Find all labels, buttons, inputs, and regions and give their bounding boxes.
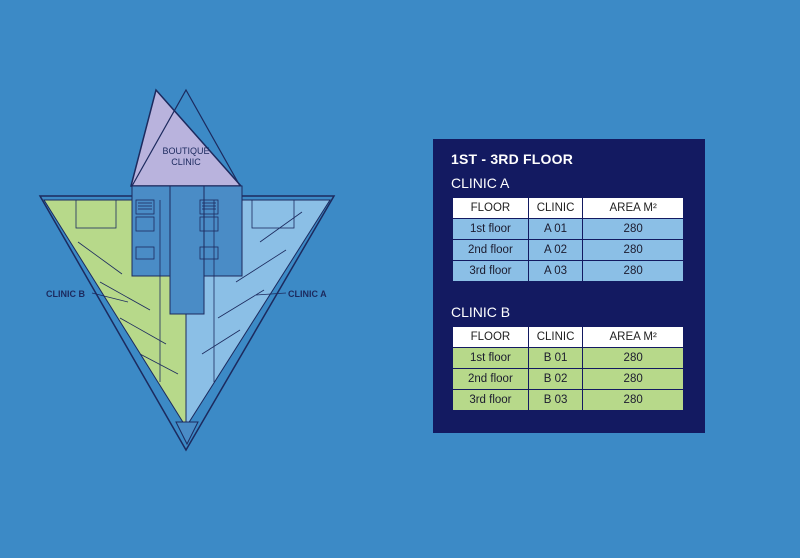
floor-cell: 2nd floor bbox=[452, 368, 529, 390]
table-row: 3rd floor A 03 280 bbox=[452, 260, 684, 282]
col-header-clinic: CLINIC bbox=[527, 326, 584, 348]
col-header-floor: FLOOR bbox=[452, 326, 529, 348]
floor-info-panel: 1ST - 3RD FLOOR CLINIC A FLOOR CLINIC AR… bbox=[433, 139, 705, 433]
floor-cell: 1st floor bbox=[452, 218, 529, 240]
boutique-clinic-area bbox=[130, 88, 243, 187]
clinic-cell: B 02 bbox=[527, 368, 584, 390]
area-cell: 280 bbox=[582, 260, 684, 282]
floor-cell: 1st floor bbox=[452, 347, 529, 369]
clinic-a-title: CLINIC A bbox=[451, 175, 510, 191]
floor-cell: 2nd floor bbox=[452, 239, 529, 261]
clinic-cell: A 03 bbox=[527, 260, 584, 282]
clinic-a-table: FLOOR CLINIC AREA M² 1st floor A 01 280 … bbox=[452, 197, 684, 282]
col-header-clinic: CLINIC bbox=[527, 197, 584, 219]
table-row: 1st floor B 01 280 bbox=[452, 347, 684, 369]
area-cell: 280 bbox=[582, 368, 684, 390]
clinic-b-plan-label: CLINIC B bbox=[46, 289, 85, 299]
floor-plan: BOUTIQUE CLINIC CLINIC B CLINIC A bbox=[38, 88, 336, 452]
table-row: 2nd floor A 02 280 bbox=[452, 239, 684, 261]
floor-cell: 3rd floor bbox=[452, 389, 529, 411]
clinic-cell: A 01 bbox=[527, 218, 584, 240]
table-header-row: FLOOR CLINIC AREA M² bbox=[452, 197, 684, 219]
table-header-row: FLOOR CLINIC AREA M² bbox=[452, 326, 684, 348]
clinic-cell: B 01 bbox=[527, 347, 584, 369]
col-header-floor: FLOOR bbox=[452, 197, 529, 219]
area-cell: 280 bbox=[582, 389, 684, 411]
boutique-label-line1: BOUTIQUE bbox=[162, 146, 209, 156]
area-cell: 280 bbox=[582, 347, 684, 369]
col-header-area: AREA M² bbox=[582, 326, 684, 348]
boutique-label-line2: CLINIC bbox=[171, 157, 201, 167]
clinic-a-plan-label: CLINIC A bbox=[288, 289, 327, 299]
area-cell: 280 bbox=[582, 239, 684, 261]
table-row: 3rd floor B 03 280 bbox=[452, 389, 684, 411]
area-cell: 280 bbox=[582, 218, 684, 240]
floor-cell: 3rd floor bbox=[452, 260, 529, 282]
col-header-area: AREA M² bbox=[582, 197, 684, 219]
clinic-b-table: FLOOR CLINIC AREA M² 1st floor B 01 280 … bbox=[452, 326, 684, 411]
clinic-cell: A 02 bbox=[527, 239, 584, 261]
clinic-b-title: CLINIC B bbox=[451, 304, 511, 320]
clinic-cell: B 03 bbox=[527, 389, 584, 411]
table-row: 1st floor A 01 280 bbox=[452, 218, 684, 240]
table-row: 2nd floor B 02 280 bbox=[452, 368, 684, 390]
panel-title: 1ST - 3RD FLOOR bbox=[451, 151, 574, 167]
